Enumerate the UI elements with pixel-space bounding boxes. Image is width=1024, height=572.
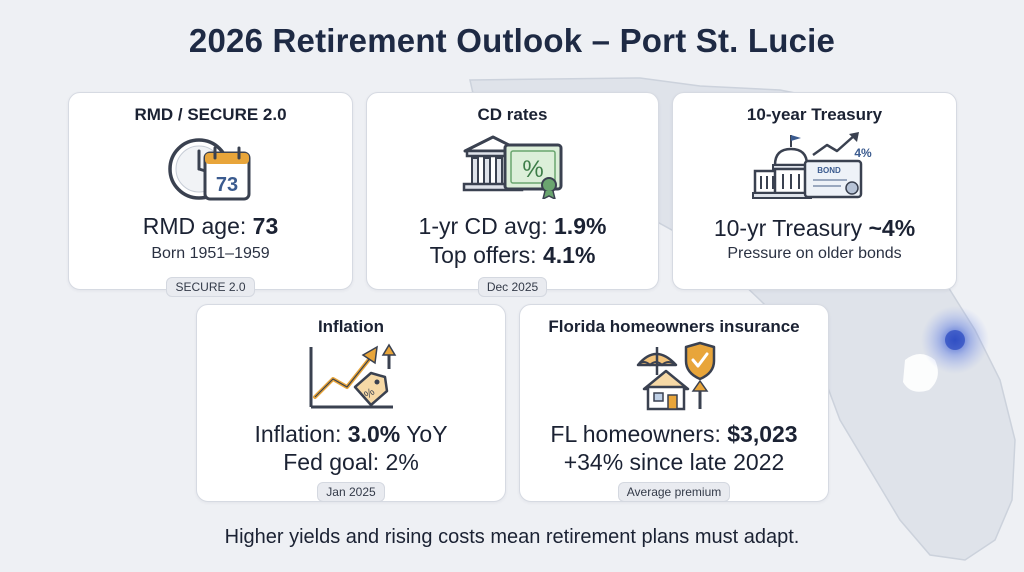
- card-title: Inflation: [317, 317, 385, 336]
- note-badge: Average premium: [617, 482, 731, 502]
- rate-label: 4%: [854, 146, 872, 160]
- card-title: RMD / SECURE 2.0: [134, 105, 287, 124]
- source-badge: SECURE 2.0: [166, 277, 255, 297]
- rising-price-tag-icon: %: [309, 343, 397, 409]
- card-title: Florida homeowners insurance: [548, 317, 800, 336]
- date-badge: Jan 2025: [317, 482, 385, 502]
- footer-note: Higher yields and rising costs mean reti…: [224, 526, 800, 548]
- house-umbrella-shield-icon: [636, 341, 716, 411]
- card-title: 10-year Treasury: [746, 105, 883, 124]
- percent-symbol: %: [522, 156, 543, 183]
- treasury-note: Pressure on older bonds: [727, 245, 902, 262]
- rmd-card: RMD / SECURE 2.0 73 RMD age: 73 Born 195…: [68, 92, 353, 297]
- inflation-card: Inflation % Inflation: 3.0% YoY Fed goal…: [196, 304, 506, 502]
- inflation-rate: Inflation: 3.0% YoY: [254, 421, 448, 447]
- rmd-birth-years: Born 1951–1959: [151, 245, 270, 262]
- cd-top-offers: Top offers: 4.1%: [429, 242, 596, 268]
- cd-rates-card: CD rates % 1-yr CD avg: 1.9% Top offers:…: [366, 92, 659, 297]
- card-title: CD rates: [477, 105, 548, 124]
- fl-premium-change: +34% since late 2022: [563, 449, 785, 475]
- bond-label: BOND: [817, 166, 841, 175]
- fl-premium: FL homeowners: $3,023: [550, 421, 798, 447]
- calendar-number: 73: [216, 174, 238, 196]
- treasury-yield: 10-yr Treasury ~4%: [713, 215, 916, 241]
- clock-calendar-icon: 73: [168, 138, 251, 201]
- page-title: 2026 Retirement Outlook – Port St. Lucie: [188, 22, 836, 59]
- cd-average: 1-yr CD avg: 1.9%: [418, 213, 607, 239]
- insurance-card: Florida homeowners insurance FL homeowne…: [519, 304, 829, 502]
- capitol-bond-icon: BOND 4%: [752, 132, 872, 199]
- rmd-age: RMD age: 73: [142, 213, 279, 239]
- bank-certificate-icon: %: [462, 135, 563, 199]
- fed-goal: Fed goal: 2%: [283, 449, 419, 475]
- date-badge: Dec 2025: [477, 277, 548, 297]
- treasury-card: 10-year Treasury BOND 4% 10-yr Treasury …: [672, 92, 957, 290]
